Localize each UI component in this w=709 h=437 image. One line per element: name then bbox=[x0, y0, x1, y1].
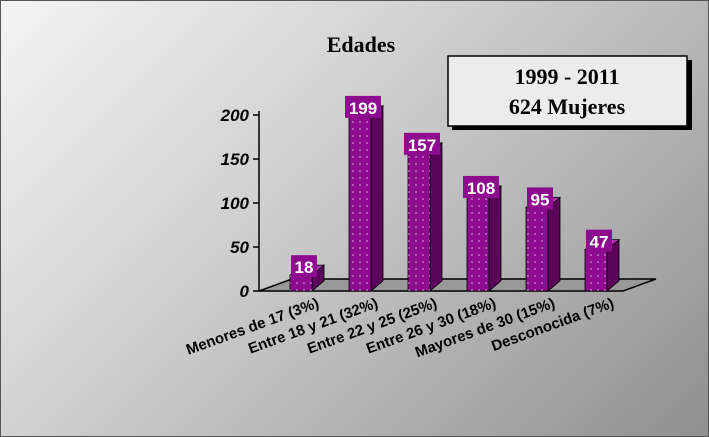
bar-side bbox=[370, 105, 384, 292]
y-tick-label: 0 bbox=[240, 282, 250, 301]
bar-side bbox=[429, 141, 443, 292]
data-label-background bbox=[345, 95, 381, 118]
annotation-box-frame bbox=[447, 55, 688, 127]
y-axis: 0 50 100 150 200 bbox=[220, 106, 260, 301]
y-tick-label: 50 bbox=[230, 238, 249, 257]
data-label-text: 108 bbox=[467, 179, 495, 198]
data-label: 157 bbox=[404, 132, 440, 155]
data-label: 108 bbox=[463, 175, 499, 198]
bar-pattern bbox=[290, 275, 312, 291]
bar bbox=[347, 105, 385, 292]
data-label-background bbox=[404, 132, 440, 155]
data-labels: 18 199 157 108 95 47 bbox=[291, 95, 612, 278]
bar-pattern bbox=[349, 115, 371, 291]
chart-title: Edades bbox=[327, 32, 396, 57]
data-label-text: 157 bbox=[408, 136, 436, 155]
bar-side bbox=[488, 185, 502, 292]
bar-pattern bbox=[585, 249, 607, 291]
annotation-line-1: 1999 - 2011 bbox=[514, 64, 619, 89]
annotation-box-shadow-bottom bbox=[452, 126, 692, 130]
data-label-background bbox=[291, 255, 317, 278]
bar-side bbox=[547, 196, 561, 292]
bar-pattern bbox=[408, 152, 430, 291]
data-label: 199 bbox=[345, 95, 381, 118]
annotation-line-2: 624 Mujeres bbox=[509, 94, 626, 119]
y-tick-label: 100 bbox=[221, 194, 250, 213]
bar bbox=[465, 185, 503, 292]
data-label-text: 95 bbox=[531, 190, 550, 209]
data-label-text: 18 bbox=[295, 258, 314, 277]
bar bbox=[524, 196, 562, 292]
data-label-background bbox=[586, 229, 612, 252]
data-label: 47 bbox=[586, 229, 612, 252]
bar-pattern bbox=[467, 195, 489, 291]
data-label: 95 bbox=[527, 187, 553, 210]
data-label-background bbox=[463, 175, 499, 198]
y-tick-label: 200 bbox=[220, 106, 250, 125]
data-label-text: 47 bbox=[590, 233, 609, 252]
category-labels: Menores de 17 (3%)Entre 18 y 21 (32%)Ent… bbox=[184, 295, 616, 361]
bars bbox=[288, 105, 621, 292]
annotation-box-shadow bbox=[687, 60, 692, 130]
bar bbox=[406, 141, 444, 292]
annotation-box: 1999 - 2011 624 Mujeres bbox=[447, 55, 692, 130]
bar-pattern bbox=[526, 207, 548, 291]
y-tick-label: 150 bbox=[221, 150, 250, 169]
data-label: 18 bbox=[291, 255, 317, 278]
data-label-text: 199 bbox=[349, 99, 377, 118]
data-label-background bbox=[527, 187, 553, 210]
